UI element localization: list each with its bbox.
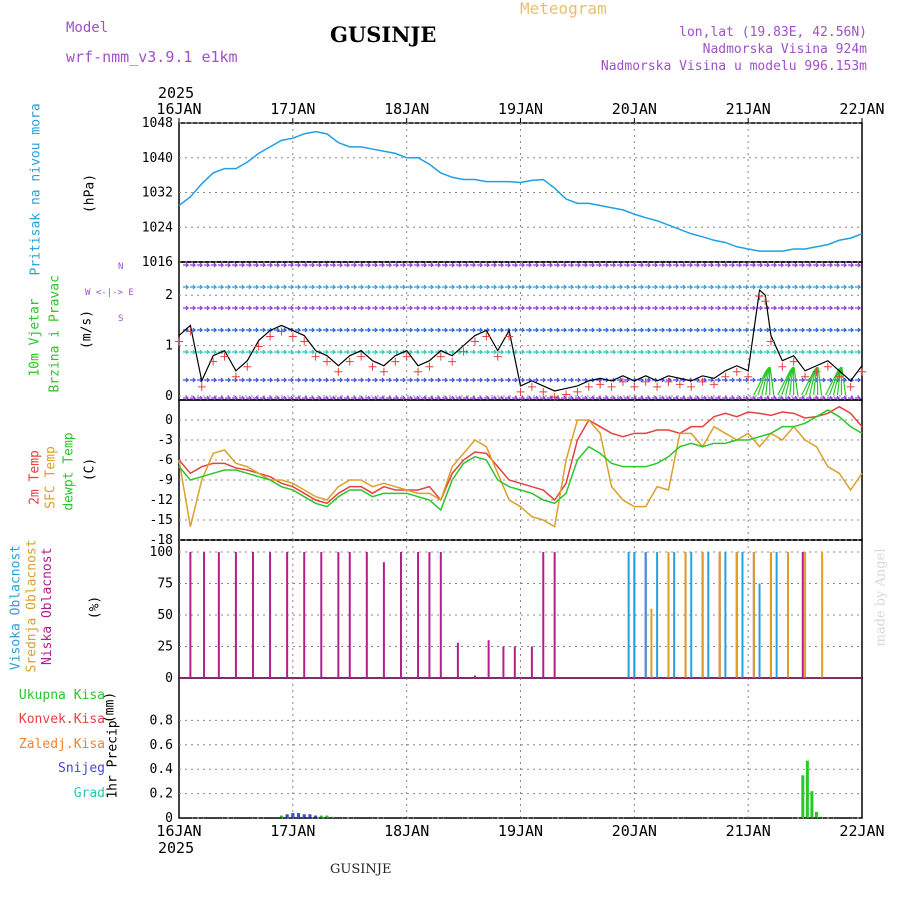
y-tick-label: -9 (157, 473, 173, 488)
compass-s: S (118, 314, 124, 324)
x-tick-label-top: 21JAN (726, 100, 771, 118)
y-tick-label: 0.2 (150, 787, 173, 802)
precip-bar (279, 815, 283, 818)
legend-frz: Zaledj.Kisa (18, 737, 105, 752)
precip-bar (814, 811, 818, 818)
y-tick-label: 2 (165, 288, 173, 303)
x-tick-label-top: 18JAN (384, 100, 429, 118)
y-tick-label: 1032 (142, 186, 173, 201)
wind-arrow-row (183, 305, 862, 311)
model-elevation-label: Nadmorska Visina u modelu 996.153m (600, 59, 867, 74)
x-tick-label-top: 20JAN (612, 100, 657, 118)
lonlat-label: lon,lat (19.83E, 42.56N) (679, 25, 867, 40)
y-tick-label: 1040 (142, 151, 173, 166)
y-tick-label: 50 (157, 608, 173, 623)
y-tick-label: 75 (157, 577, 173, 592)
x-tick-label-top: 22JAN (839, 100, 884, 118)
panel-frame-4 (178, 677, 863, 819)
temp-line-2 (178, 409, 863, 512)
pressure-line (178, 130, 863, 252)
elevation-label: Nadmorska Visina 924m (702, 42, 867, 57)
precip-bar (805, 760, 809, 818)
footer-station: GUSINJE (330, 862, 392, 877)
x-tick-label-bottom: 19JAN (498, 822, 543, 840)
precip-bar (314, 815, 318, 818)
x-tick-label-top: 19JAN (498, 100, 543, 118)
y-tick-label: -6 (157, 453, 173, 468)
wind-arrow-row (183, 327, 862, 333)
panel-frame-2 (178, 399, 863, 541)
wind-arrow-row (183, 284, 862, 290)
meteogram-title: Meteogram (520, 0, 607, 18)
y-tick-label: 0 (165, 413, 173, 428)
x-tick-label-bottom: 22JAN (839, 822, 884, 840)
y-tick-label: 0.4 (150, 762, 174, 777)
y-tick-label: -18 (150, 533, 173, 548)
precip-bar (810, 791, 814, 818)
legend-graupel: Grad (73, 786, 105, 801)
legend-total: Ukupna Kisa (18, 688, 105, 703)
x-tick-label-bottom: 20JAN (612, 822, 657, 840)
precip-bar (319, 815, 323, 818)
precip-bar (325, 815, 329, 818)
precip-bar (819, 816, 823, 818)
y-tick-label: 0 (165, 671, 173, 686)
precip-bar (801, 775, 805, 818)
y-tick-label: 1016 (142, 255, 173, 270)
precip-bar (302, 814, 306, 818)
model-name: wrf-nmm_v3.9.1 e1km (66, 48, 238, 66)
y-tick-label: 0 (165, 811, 173, 826)
precip-bar (308, 814, 312, 818)
y-tick-label: -12 (150, 493, 173, 508)
x-tick-label-top: 16JAN (156, 100, 201, 118)
temp-line-0 (178, 405, 863, 505)
precip-bar (285, 814, 289, 818)
station-title: GUSINJE (330, 22, 437, 47)
y-tick-label: 0.6 (150, 738, 173, 753)
x-tick-label-top: 17JAN (270, 100, 315, 118)
y-tick-label: -3 (157, 433, 173, 448)
y-tick-label: 0 (165, 389, 173, 404)
x-tick-label-bottom: 21JAN (726, 822, 771, 840)
temp-line-1 (178, 419, 863, 528)
x-tick-label-bottom: 16JAN (156, 822, 201, 840)
legend-conv: Konvek.Kisa (18, 712, 105, 727)
wind-fan-arrows (753, 366, 847, 396)
y-tick-label: 100 (150, 545, 173, 560)
wind-arrow-row (183, 377, 862, 383)
x-tick-label-bottom: 17JAN (270, 822, 315, 840)
y-tick-label: 0.8 (150, 713, 173, 728)
y-tick-label: 1 (165, 339, 173, 354)
legend-snow: Snijeg (58, 761, 105, 776)
model-label: Model (66, 20, 109, 36)
wind-gust-markers (175, 292, 866, 401)
precip-bar (331, 816, 335, 818)
wind-speed-line (178, 288, 863, 392)
wind-arrow-row (183, 262, 862, 268)
precip-bar (291, 813, 295, 818)
y-tick-label: 1048 (142, 116, 173, 131)
wind-arrow-row (183, 395, 862, 401)
y-tick-label: 1024 (142, 220, 173, 235)
compass-n: N (118, 262, 124, 272)
year-label-bottom: 2025 (158, 839, 195, 857)
x-tick-label-bottom: 18JAN (384, 822, 429, 840)
precip-bar (297, 813, 301, 818)
y-tick-label: -15 (150, 513, 173, 528)
year-label-top: 2025 (158, 84, 195, 102)
y-tick-label: 25 (157, 640, 173, 655)
compass-row: W <-|-> E (85, 288, 134, 298)
wind-arrow-row (183, 349, 862, 355)
